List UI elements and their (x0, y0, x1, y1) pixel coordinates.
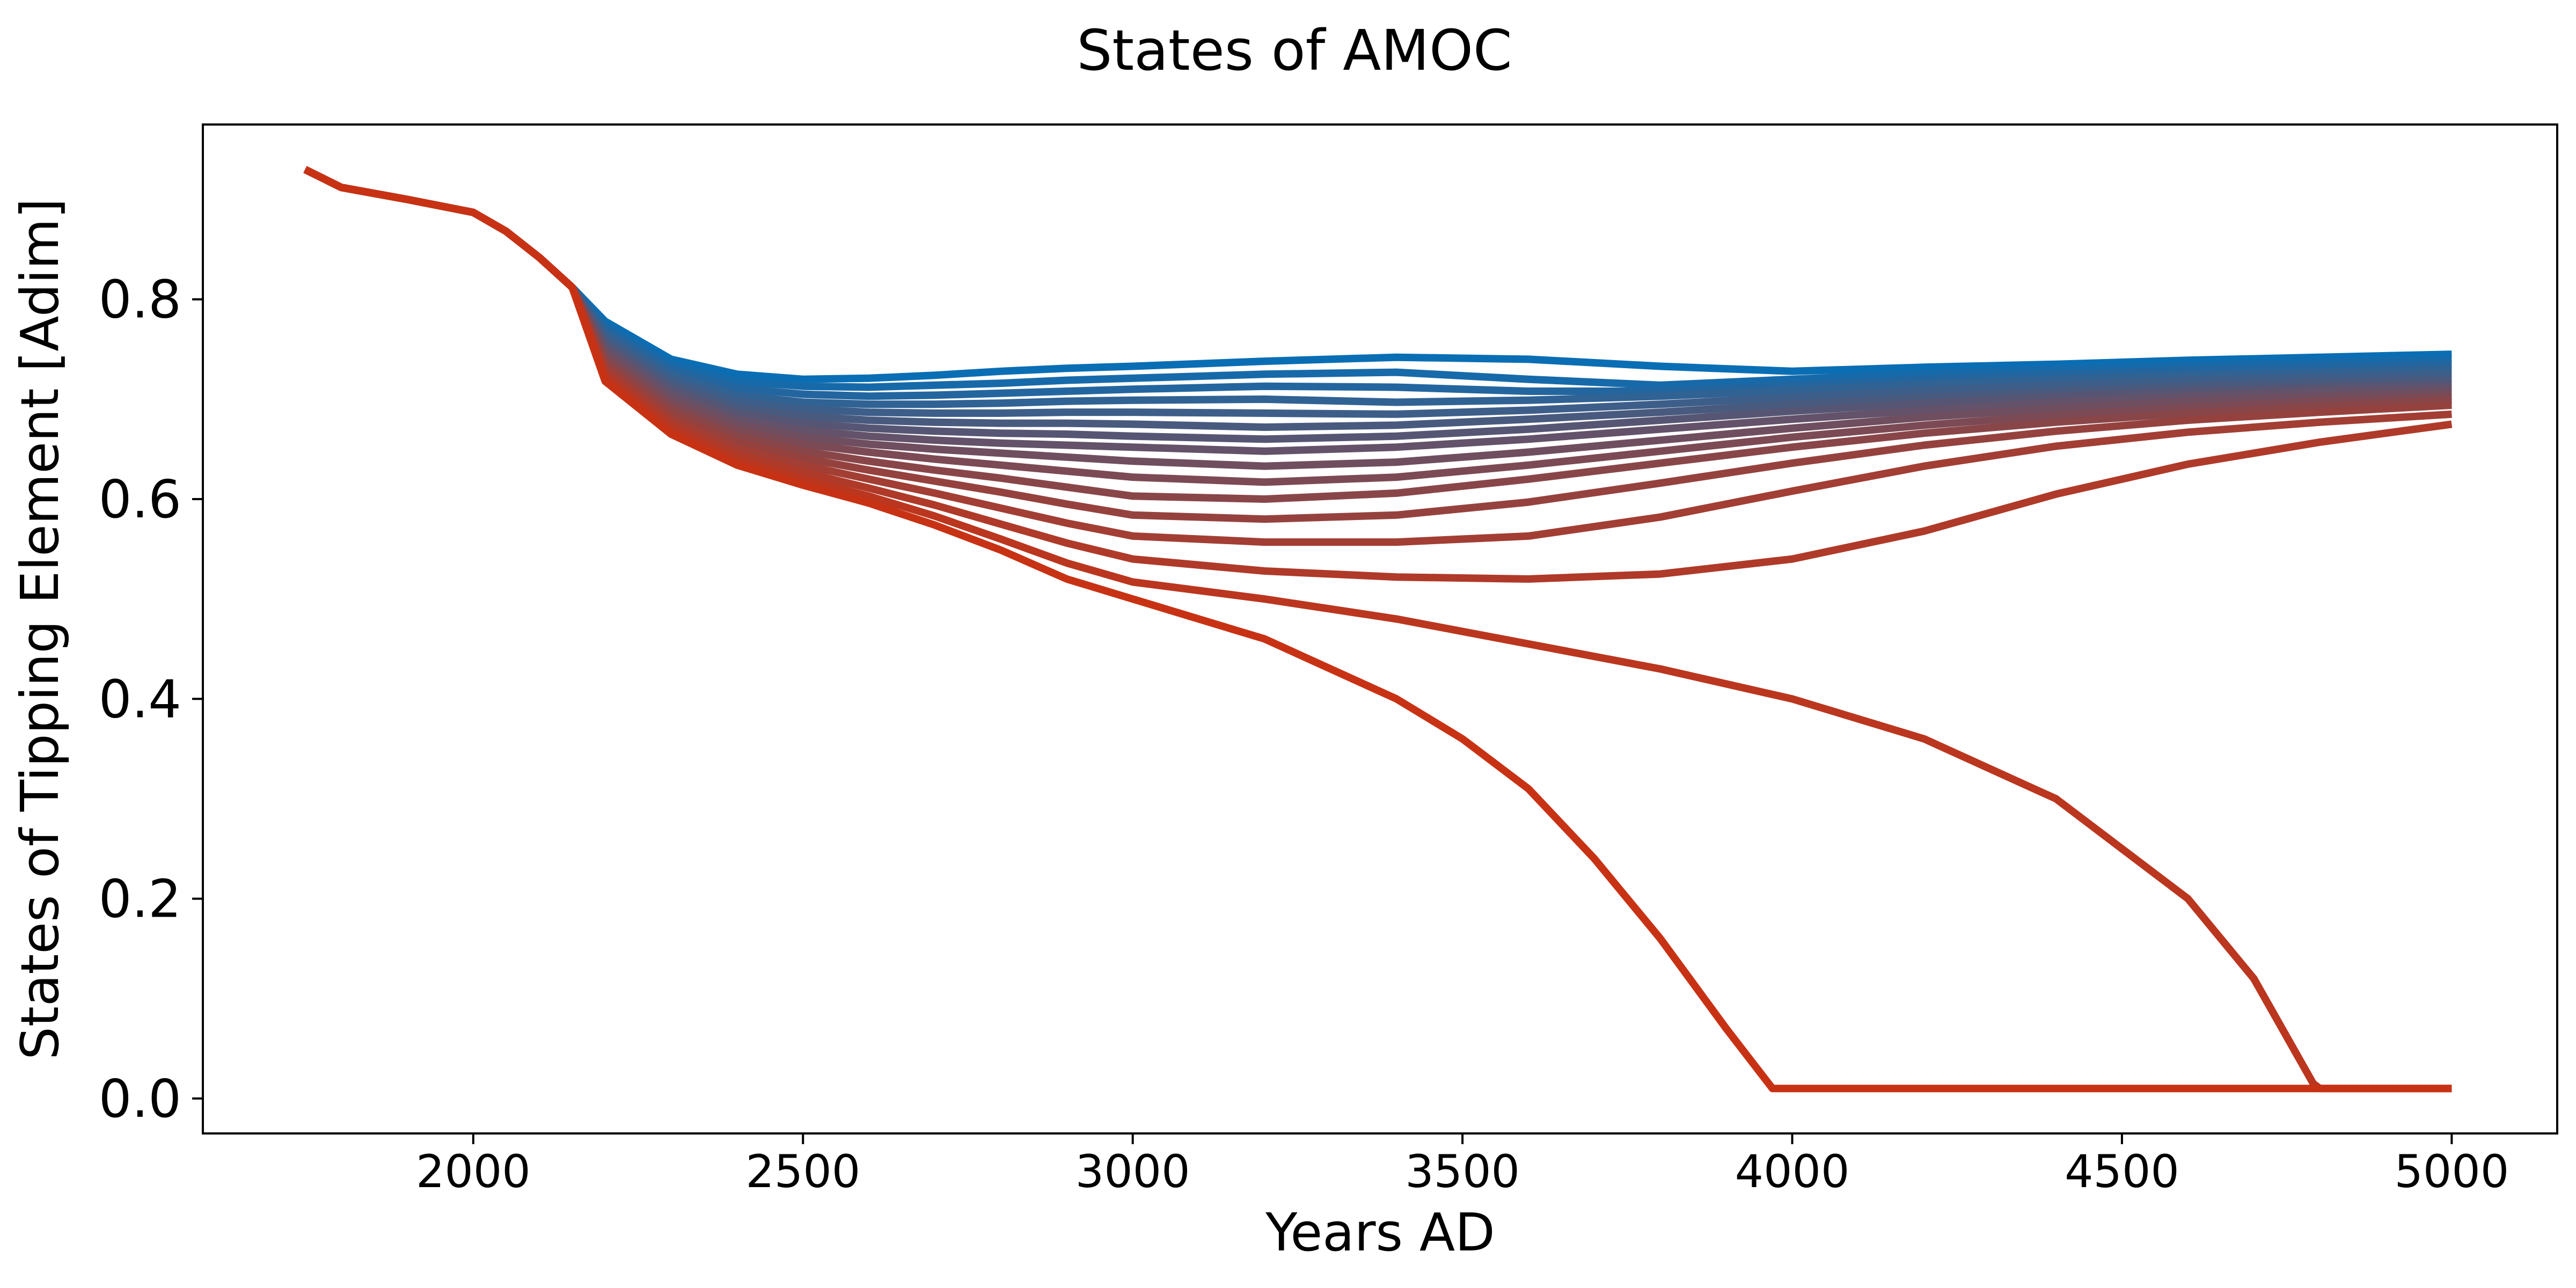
x-axis-label: Years AD (1265, 1202, 1495, 1263)
y-tick-label: 0.8 (99, 269, 181, 330)
y-tick-label: 0.2 (99, 869, 181, 930)
x-tick-label: 5000 (2394, 1145, 2509, 1198)
x-axis: 2000 2500 3000 3500 4000 4500 5000 (416, 1133, 2509, 1198)
x-tick-label: 3500 (1405, 1145, 1520, 1198)
x-tick-label: 2500 (745, 1145, 860, 1198)
chart-title: States of AMOC (1077, 18, 1512, 83)
x-tick-label: 4000 (1735, 1145, 1850, 1198)
series-layer (303, 166, 2453, 1093)
y-axis: 0.0 0.2 0.4 0.6 0.8 (99, 269, 203, 1129)
series-line-16 (303, 166, 2452, 1093)
x-tick-label: 4500 (2065, 1145, 2179, 1198)
y-tick-label: 0.6 (99, 469, 181, 530)
y-tick-label: 0.4 (99, 669, 181, 729)
y-axis-label: States of Tipping Element [Adim] (10, 198, 70, 1059)
y-tick-label: 0.0 (99, 1069, 181, 1129)
x-tick-label: 3000 (1075, 1145, 1190, 1198)
plot-frame (202, 123, 2558, 1135)
x-tick-label: 2000 (416, 1145, 531, 1198)
